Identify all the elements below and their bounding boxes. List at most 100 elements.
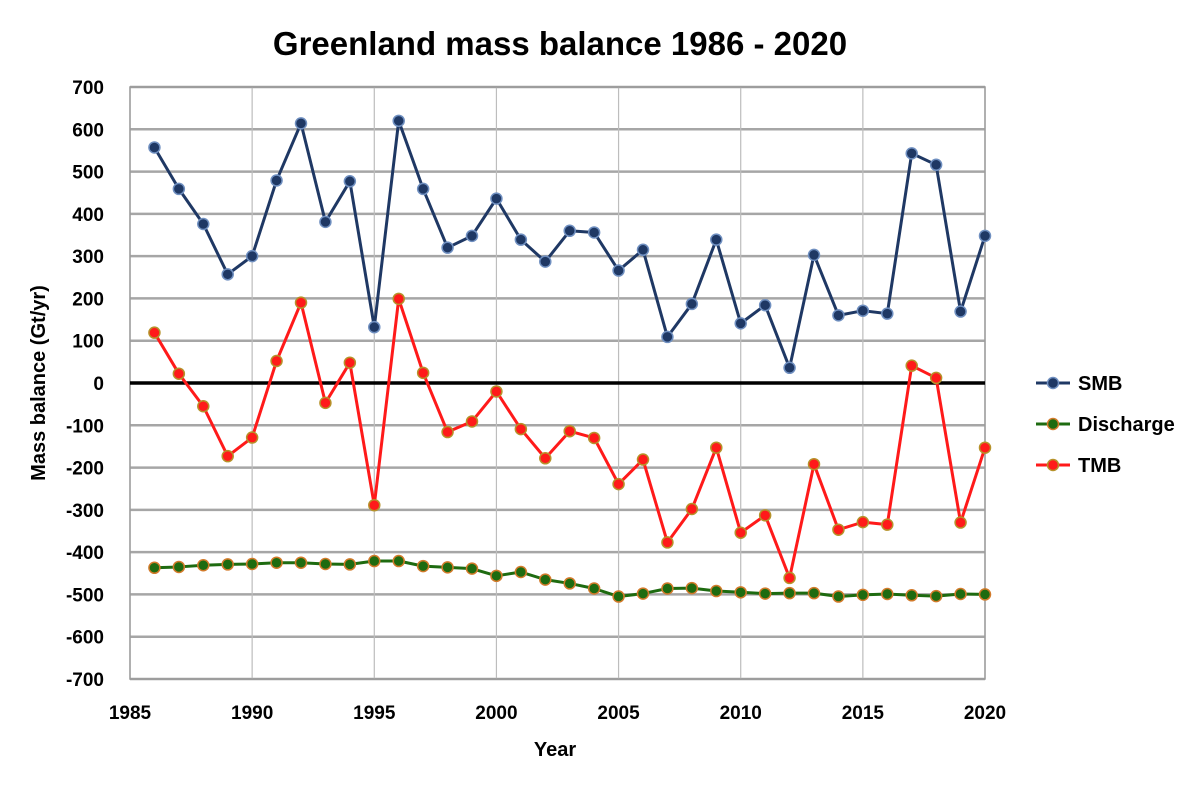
y-tick-label: -200 — [66, 459, 104, 480]
smb-point — [832, 309, 845, 322]
smb-point — [514, 233, 528, 246]
tmb-point — [807, 457, 821, 471]
smb-point — [807, 248, 821, 262]
legend-item-tmb: TMB — [1036, 455, 1121, 477]
discharge-point — [539, 573, 552, 586]
x-tick-label: 2015 — [842, 703, 885, 724]
discharge-point — [807, 586, 821, 600]
smb-point — [758, 298, 772, 312]
discharge-point — [612, 590, 625, 603]
tmb-point — [881, 518, 894, 531]
series-tmb — [148, 292, 992, 585]
x-tick-label: 2000 — [475, 703, 517, 724]
smb-point — [392, 114, 405, 128]
discharge-point — [734, 586, 747, 599]
discharge-point — [758, 587, 772, 600]
discharge-point — [343, 558, 357, 571]
tmb-point — [245, 431, 259, 444]
discharge-point — [172, 560, 186, 574]
discharge-point — [832, 590, 845, 603]
discharge-point — [368, 554, 381, 568]
smb-line — [153, 119, 987, 370]
legend-label: Discharge — [1078, 414, 1175, 436]
smb-point — [881, 307, 894, 320]
discharge-point — [294, 556, 308, 569]
tmb-point — [832, 523, 845, 536]
smb-point — [612, 264, 625, 277]
tmb-point — [294, 296, 308, 309]
y-tick-label: 100 — [72, 332, 104, 353]
smb-point — [856, 304, 870, 317]
y-tick-label: -700 — [66, 670, 104, 691]
y-tick-label: 600 — [72, 120, 104, 141]
discharge-point — [783, 586, 796, 600]
legend-swatch-marker — [1046, 458, 1060, 472]
tmb-point — [636, 453, 650, 466]
legend-swatch-marker — [1046, 417, 1060, 431]
discharge-point — [490, 569, 503, 583]
smb-point — [685, 297, 699, 311]
tmb-point — [734, 526, 747, 539]
tmb-point — [197, 400, 210, 413]
tmb-point — [270, 354, 283, 368]
smb-point — [221, 268, 234, 281]
smb-point — [563, 224, 576, 238]
tmb-point — [490, 385, 503, 398]
smb-point — [490, 192, 503, 205]
smb-point — [294, 117, 308, 130]
x-axis-label: Year — [534, 739, 576, 761]
smb-point — [587, 226, 601, 239]
discharge-point — [270, 556, 283, 569]
smb-point — [148, 141, 161, 154]
discharge-point — [392, 554, 405, 568]
x-tick-label: 2020 — [964, 703, 1006, 724]
smb-point — [978, 229, 992, 243]
legend-item-discharge: Discharge — [1036, 414, 1175, 436]
smb-point — [636, 243, 650, 257]
series-discharge — [148, 554, 992, 603]
y-axis-ticks: 700 600 500 400 300 200 100 0 -100 -200 -300 -400 -5… — [66, 78, 104, 691]
tmb-point — [465, 415, 479, 428]
tmb-point — [685, 502, 699, 516]
y-tick-label: 700 — [72, 78, 104, 99]
x-tick-label: 1990 — [231, 703, 273, 724]
discharge-point — [416, 559, 430, 573]
tmb-point — [539, 452, 552, 465]
legend-swatch-marker — [1046, 376, 1060, 390]
discharge-point — [905, 589, 918, 602]
legend-label: SMB — [1078, 373, 1122, 395]
discharge-point — [978, 588, 992, 601]
x-tick-label: 2005 — [597, 703, 640, 724]
discharge-point — [661, 582, 674, 595]
tmb-point — [343, 356, 357, 369]
x-tick-label: 1985 — [109, 703, 152, 724]
smb-point — [245, 249, 259, 263]
smb-point — [734, 317, 747, 330]
tmb-point — [392, 292, 405, 306]
smb-point — [368, 320, 381, 334]
x-axis-ticks: 1985 1990 1995 2000 2005 2010 2015 2020 — [109, 703, 1006, 724]
smb-point — [539, 255, 552, 268]
discharge-point — [856, 588, 870, 602]
smb-point — [416, 182, 430, 196]
discharge-point — [465, 562, 479, 575]
x-tick-label: 2010 — [720, 703, 762, 724]
y-axis-label: Mass balance (Gt/yr) — [28, 285, 50, 481]
smb-point — [905, 147, 918, 160]
discharge-point — [929, 589, 943, 603]
discharge-point — [881, 587, 894, 601]
y-tick-label: 200 — [72, 289, 104, 310]
tmb-point — [661, 536, 674, 549]
series-smb — [148, 114, 992, 375]
discharge-point — [221, 558, 234, 571]
discharge-point — [245, 557, 259, 571]
tmb-point — [783, 571, 796, 585]
y-tick-label: 500 — [72, 163, 104, 184]
tmb-point — [368, 498, 381, 512]
smb-point — [441, 241, 454, 254]
tmb-point — [319, 396, 332, 410]
tmb-point — [172, 367, 186, 380]
legend-item-smb: SMB — [1036, 373, 1122, 395]
tmb-point — [758, 509, 772, 522]
tmb-point — [905, 359, 918, 372]
